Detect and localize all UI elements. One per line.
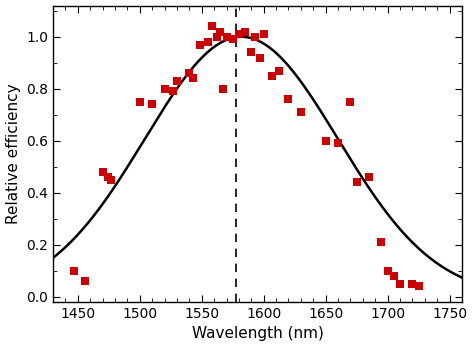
Point [285,96,292,102]
Point [415,283,422,289]
Point [346,99,354,104]
Point [82,278,89,284]
Point [353,180,360,185]
Point [251,34,259,40]
Point [204,39,212,45]
Point [136,99,144,104]
X-axis label: Wavelength (nm): Wavelength (nm) [191,327,323,341]
Point [275,68,283,73]
Point [297,109,305,115]
Point [256,55,264,60]
Point [378,239,385,245]
Point [161,86,168,92]
Point [247,50,255,55]
Point [241,29,249,34]
Point [99,169,106,175]
Point [173,78,181,84]
Point [223,34,230,40]
Point [185,70,193,76]
Point [334,141,342,146]
Point [396,281,404,287]
Point [235,31,243,37]
Point [269,73,276,78]
Point [208,24,215,29]
Point [390,273,398,279]
Point [70,268,78,273]
Point [322,138,329,144]
Point [365,175,373,180]
Point [104,175,111,180]
Point [197,42,204,47]
Point [229,36,237,42]
Y-axis label: Relative efficiency: Relative efficiency [6,84,20,224]
Point [189,76,197,81]
Point [213,34,220,40]
Point [108,177,115,183]
Point [169,88,177,94]
Point [219,86,227,92]
Point [217,29,224,34]
Point [148,102,156,107]
Point [384,268,392,273]
Point [260,31,267,37]
Point [409,281,416,287]
